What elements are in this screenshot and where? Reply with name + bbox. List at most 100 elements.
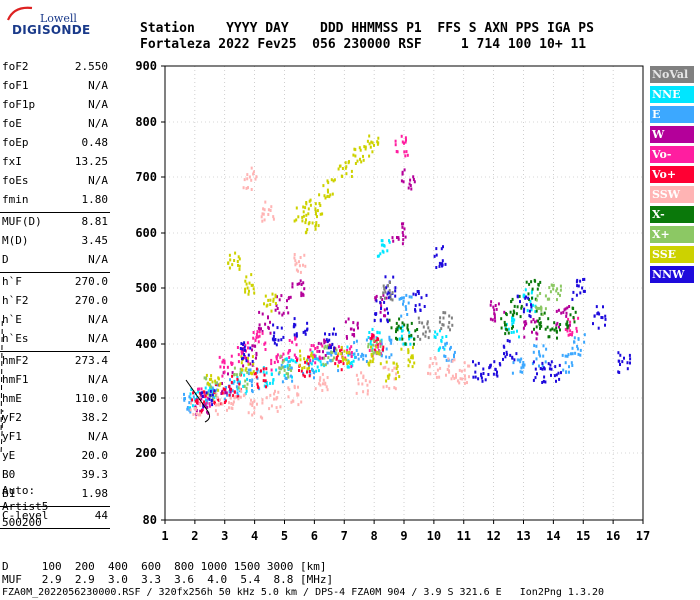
data-point: [324, 354, 327, 357]
data-point: [544, 327, 547, 331]
data-point: [567, 353, 570, 357]
data-point: [409, 178, 412, 182]
data-point: [308, 355, 311, 359]
data-point: [349, 327, 352, 331]
data-point: [295, 356, 297, 359]
data-point: [310, 351, 313, 355]
data-point: [565, 322, 568, 326]
data-point: [402, 342, 405, 346]
data-point: [442, 311, 445, 315]
data-point: [516, 329, 518, 333]
data-point: [246, 173, 249, 177]
data-point: [246, 370, 249, 374]
data-point: [347, 365, 350, 369]
data-point: [210, 385, 213, 389]
data-point: [525, 280, 528, 284]
data-point: [263, 208, 266, 212]
data-point: [379, 318, 382, 322]
data-point: [257, 335, 260, 339]
data-point: [331, 332, 334, 336]
param-value: N/A: [88, 117, 108, 130]
data-point: [388, 318, 391, 322]
data-point: [255, 333, 258, 336]
data-point: [431, 362, 434, 366]
data-point: [293, 253, 296, 256]
data-point: [440, 339, 443, 342]
data-point: [189, 410, 192, 414]
data-point: [354, 355, 357, 359]
data-point: [328, 338, 331, 342]
data-point: [318, 355, 321, 359]
data-point: [390, 326, 393, 330]
data-point: [366, 383, 369, 387]
data-point: [385, 296, 388, 300]
data-point: [323, 194, 326, 198]
data-point: [334, 362, 337, 366]
param-row: MUF(D) 8.81: [0, 213, 112, 232]
param-name: hmF1: [2, 373, 29, 386]
legend-item-sse: SSE: [650, 246, 694, 263]
data-point: [242, 394, 245, 398]
data-point: [489, 317, 492, 321]
data-point: [239, 371, 242, 375]
data-point: [400, 134, 403, 138]
data-point: [276, 295, 278, 299]
data-point: [225, 386, 227, 389]
data-point: [244, 290, 247, 294]
data-point: [546, 325, 549, 329]
data-point: [500, 326, 503, 330]
data-point: [568, 370, 570, 374]
data-point: [453, 350, 456, 354]
data-point: [345, 165, 348, 169]
data-point: [379, 296, 382, 300]
data-point: [293, 333, 296, 337]
data-point: [262, 367, 265, 371]
data-point: [303, 374, 306, 378]
data-point: [283, 368, 286, 372]
data-point: [551, 327, 554, 331]
data-point: [368, 154, 371, 158]
data-point: [304, 329, 307, 333]
data-point: [300, 369, 303, 373]
data-point: [566, 324, 569, 328]
data-point: [244, 392, 247, 396]
data-point: [389, 293, 392, 297]
data-point: [239, 380, 241, 384]
data-point: [204, 403, 207, 407]
data-point: [307, 355, 310, 359]
data-point: [401, 222, 403, 226]
data-point: [298, 264, 301, 268]
data-point: [494, 319, 497, 323]
data-point: [274, 389, 276, 393]
data-point: [241, 357, 243, 361]
data-point: [503, 345, 506, 349]
data-point: [248, 281, 251, 285]
data-point: [342, 362, 345, 366]
data-point: [297, 269, 299, 273]
data-point: [189, 408, 192, 412]
data-point: [334, 332, 337, 336]
legend-item-noval: NoVal: [650, 66, 694, 83]
data-point: [498, 362, 501, 365]
data-point: [370, 345, 372, 349]
data-point: [249, 346, 252, 350]
data-point: [205, 401, 208, 405]
data-point: [548, 367, 551, 371]
data-point: [278, 366, 281, 370]
data-point: [445, 373, 447, 377]
data-point: [408, 360, 411, 364]
data-point: [336, 354, 339, 358]
data-point: [375, 294, 378, 298]
header-values: Fortaleza 2022 Fev25 056 230000 RSF 1 71…: [140, 37, 587, 52]
data-point: [350, 175, 353, 178]
data-point: [302, 205, 305, 209]
data-point: [352, 359, 355, 363]
data-point: [528, 314, 531, 318]
data-point: [583, 277, 586, 281]
data-point: [229, 378, 231, 382]
data-point: [206, 398, 208, 402]
data-point: [285, 306, 288, 310]
data-point: [356, 321, 359, 325]
data-point: [288, 388, 291, 392]
data-point: [371, 150, 374, 154]
